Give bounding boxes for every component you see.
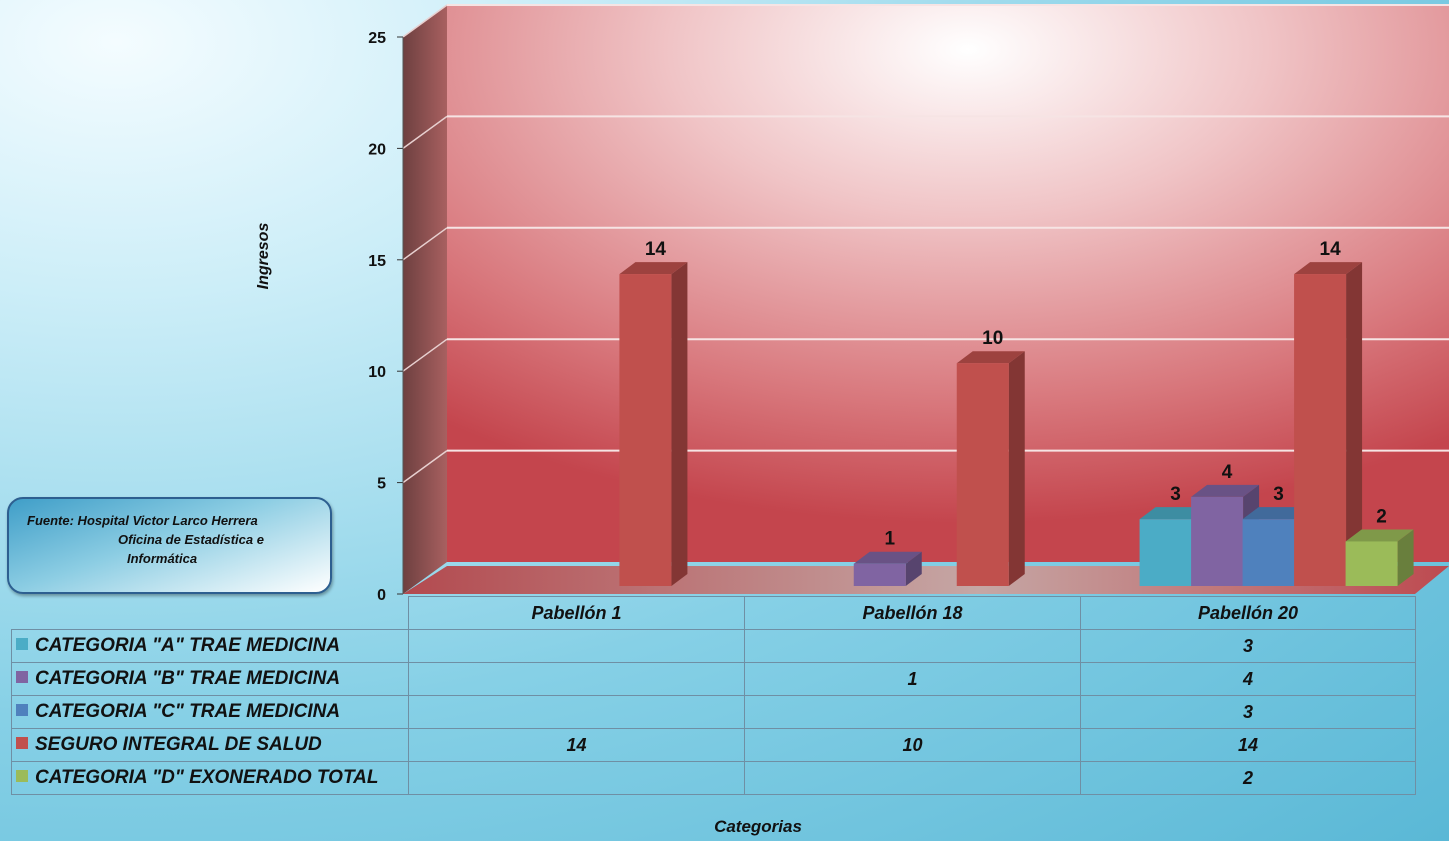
series-legend-cell: SEGURO INTEGRAL DE SALUD <box>11 728 409 762</box>
bar-top <box>956 351 1025 364</box>
bar-value-label: 1 <box>884 529 895 550</box>
table-row: CATEGORIA "A" TRAE MEDICINA 3 <box>11 629 1416 663</box>
series-legend-cell: CATEGORIA "B" TRAE MEDICINA <box>11 662 409 696</box>
series-name: CATEGORIA "D" EXONERADO TOTAL <box>35 767 379 788</box>
bar-front <box>956 363 1009 586</box>
gridline <box>402 227 448 261</box>
bar-top <box>619 262 688 275</box>
table-cell: 3 <box>1080 695 1416 729</box>
bar-side <box>671 262 688 586</box>
series-legend-cell: CATEGORIA "C" TRAE MEDICINA <box>11 695 409 729</box>
bar-value-label: 14 <box>1320 239 1342 260</box>
y-tick-label: 25 <box>368 30 386 47</box>
bars <box>619 262 1414 586</box>
y-tick-label: 15 <box>368 253 386 270</box>
bar-top <box>1191 484 1260 497</box>
bar-side <box>905 551 922 586</box>
table-header-row: Pabellón 1 Pabellón 18 Pabellón 20 <box>11 596 1416 630</box>
bar-front <box>1139 519 1192 586</box>
legend-swatch <box>16 703 28 716</box>
bar-front <box>1242 519 1295 586</box>
gridlines <box>402 4 1449 484</box>
x-axis-title: Categorias <box>714 817 802 836</box>
gridline <box>402 4 448 38</box>
bar-top <box>1294 262 1363 275</box>
bar-front <box>619 274 672 586</box>
table-cell <box>408 629 745 663</box>
bar-value-label: 3 <box>1170 484 1181 505</box>
bar-value-label: 10 <box>982 328 1003 349</box>
table-row: CATEGORIA "C" TRAE MEDICINA 3 <box>11 695 1416 729</box>
source-line-3: Informática <box>127 551 198 566</box>
series-name: CATEGORIA "B" TRAE MEDICINA <box>35 668 341 689</box>
series-name: CATEGORIA "C" TRAE MEDICINA <box>35 701 341 722</box>
data-labels: 14 1 10 3 4 3 14 2 <box>645 239 1387 550</box>
bar-value-label: 4 <box>1222 462 1233 483</box>
y-tick-label: 0 <box>377 587 386 604</box>
source-line-1: Fuente: Hospital Victor Larco Herrera <box>27 513 258 528</box>
table-row: SEGURO INTEGRAL DE SALUD 14 10 14 <box>11 728 1416 762</box>
table-cell <box>408 695 745 729</box>
table-cell: 4 <box>1080 662 1416 696</box>
bar-front <box>1294 274 1347 586</box>
legend-swatch <box>16 769 28 782</box>
y-tick-label: 20 <box>368 141 386 158</box>
legend-swatch <box>16 670 28 683</box>
y-axis: 0 5 10 15 20 25 <box>368 30 404 604</box>
data-table: Pabellón 1 Pabellón 18 Pabellón 20 CATEG… <box>11 596 1416 795</box>
y-tick-label: 10 <box>368 364 386 381</box>
table-corner <box>11 596 409 630</box>
bar-value-label: 14 <box>645 239 667 260</box>
bar-top <box>1242 507 1311 520</box>
table-cell <box>408 662 745 696</box>
legend-swatch <box>16 736 28 749</box>
table-cell: 1 <box>744 662 1081 696</box>
gridline <box>402 338 448 372</box>
bar-top <box>1345 529 1414 542</box>
bar-side <box>1397 529 1414 586</box>
source-note: Fuente: Hospital Victor Larco Herrera Of… <box>7 497 332 594</box>
bar <box>956 351 1025 586</box>
table-header-cell: Pabellón 18 <box>744 596 1081 630</box>
gridline <box>402 449 448 484</box>
table-cell <box>744 629 1081 663</box>
bar <box>853 551 922 586</box>
bar <box>1294 262 1363 586</box>
series-legend-cell: CATEGORIA "A" TRAE MEDICINA <box>11 629 409 663</box>
y-axis-title: Ingresos <box>255 223 272 290</box>
y-tick-label: 5 <box>377 476 386 493</box>
table-cell: 14 <box>1080 728 1416 762</box>
series-name: CATEGORIA "A" TRAE MEDICINA <box>35 635 341 656</box>
table-cell: 10 <box>744 728 1081 762</box>
side-wall <box>403 5 447 594</box>
bar-side <box>1008 351 1025 586</box>
bar-front <box>853 563 906 586</box>
gridline <box>402 115 448 150</box>
table-row: CATEGORIA "D" EXONERADO TOTAL 2 <box>11 761 1416 795</box>
table-cell: 3 <box>1080 629 1416 663</box>
legend-swatch <box>16 637 28 650</box>
bar-front <box>1191 496 1244 586</box>
bar-value-label: 3 <box>1273 484 1284 505</box>
bar-top <box>853 551 922 564</box>
series-legend-cell: CATEGORIA "D" EXONERADO TOTAL <box>11 761 409 795</box>
table-cell <box>408 761 745 795</box>
bar <box>619 262 688 586</box>
bar <box>1345 529 1414 586</box>
table-cell: 2 <box>1080 761 1416 795</box>
back-wall <box>447 5 1449 562</box>
bar-top <box>1139 507 1208 520</box>
table-header-cell: Pabellón 1 <box>408 596 745 630</box>
bar-side <box>1346 262 1363 586</box>
source-line-2: Oficina de Estadística e <box>118 532 264 547</box>
table-header-cell: Pabellón 20 <box>1080 596 1416 630</box>
bar-front <box>1345 541 1398 586</box>
series-name: SEGURO INTEGRAL DE SALUD <box>35 734 322 755</box>
table-cell <box>744 761 1081 795</box>
table-cell: 14 <box>408 728 745 762</box>
table-row: CATEGORIA "B" TRAE MEDICINA 1 4 <box>11 662 1416 696</box>
bar-value-label: 2 <box>1376 506 1387 527</box>
table-cell <box>744 695 1081 729</box>
